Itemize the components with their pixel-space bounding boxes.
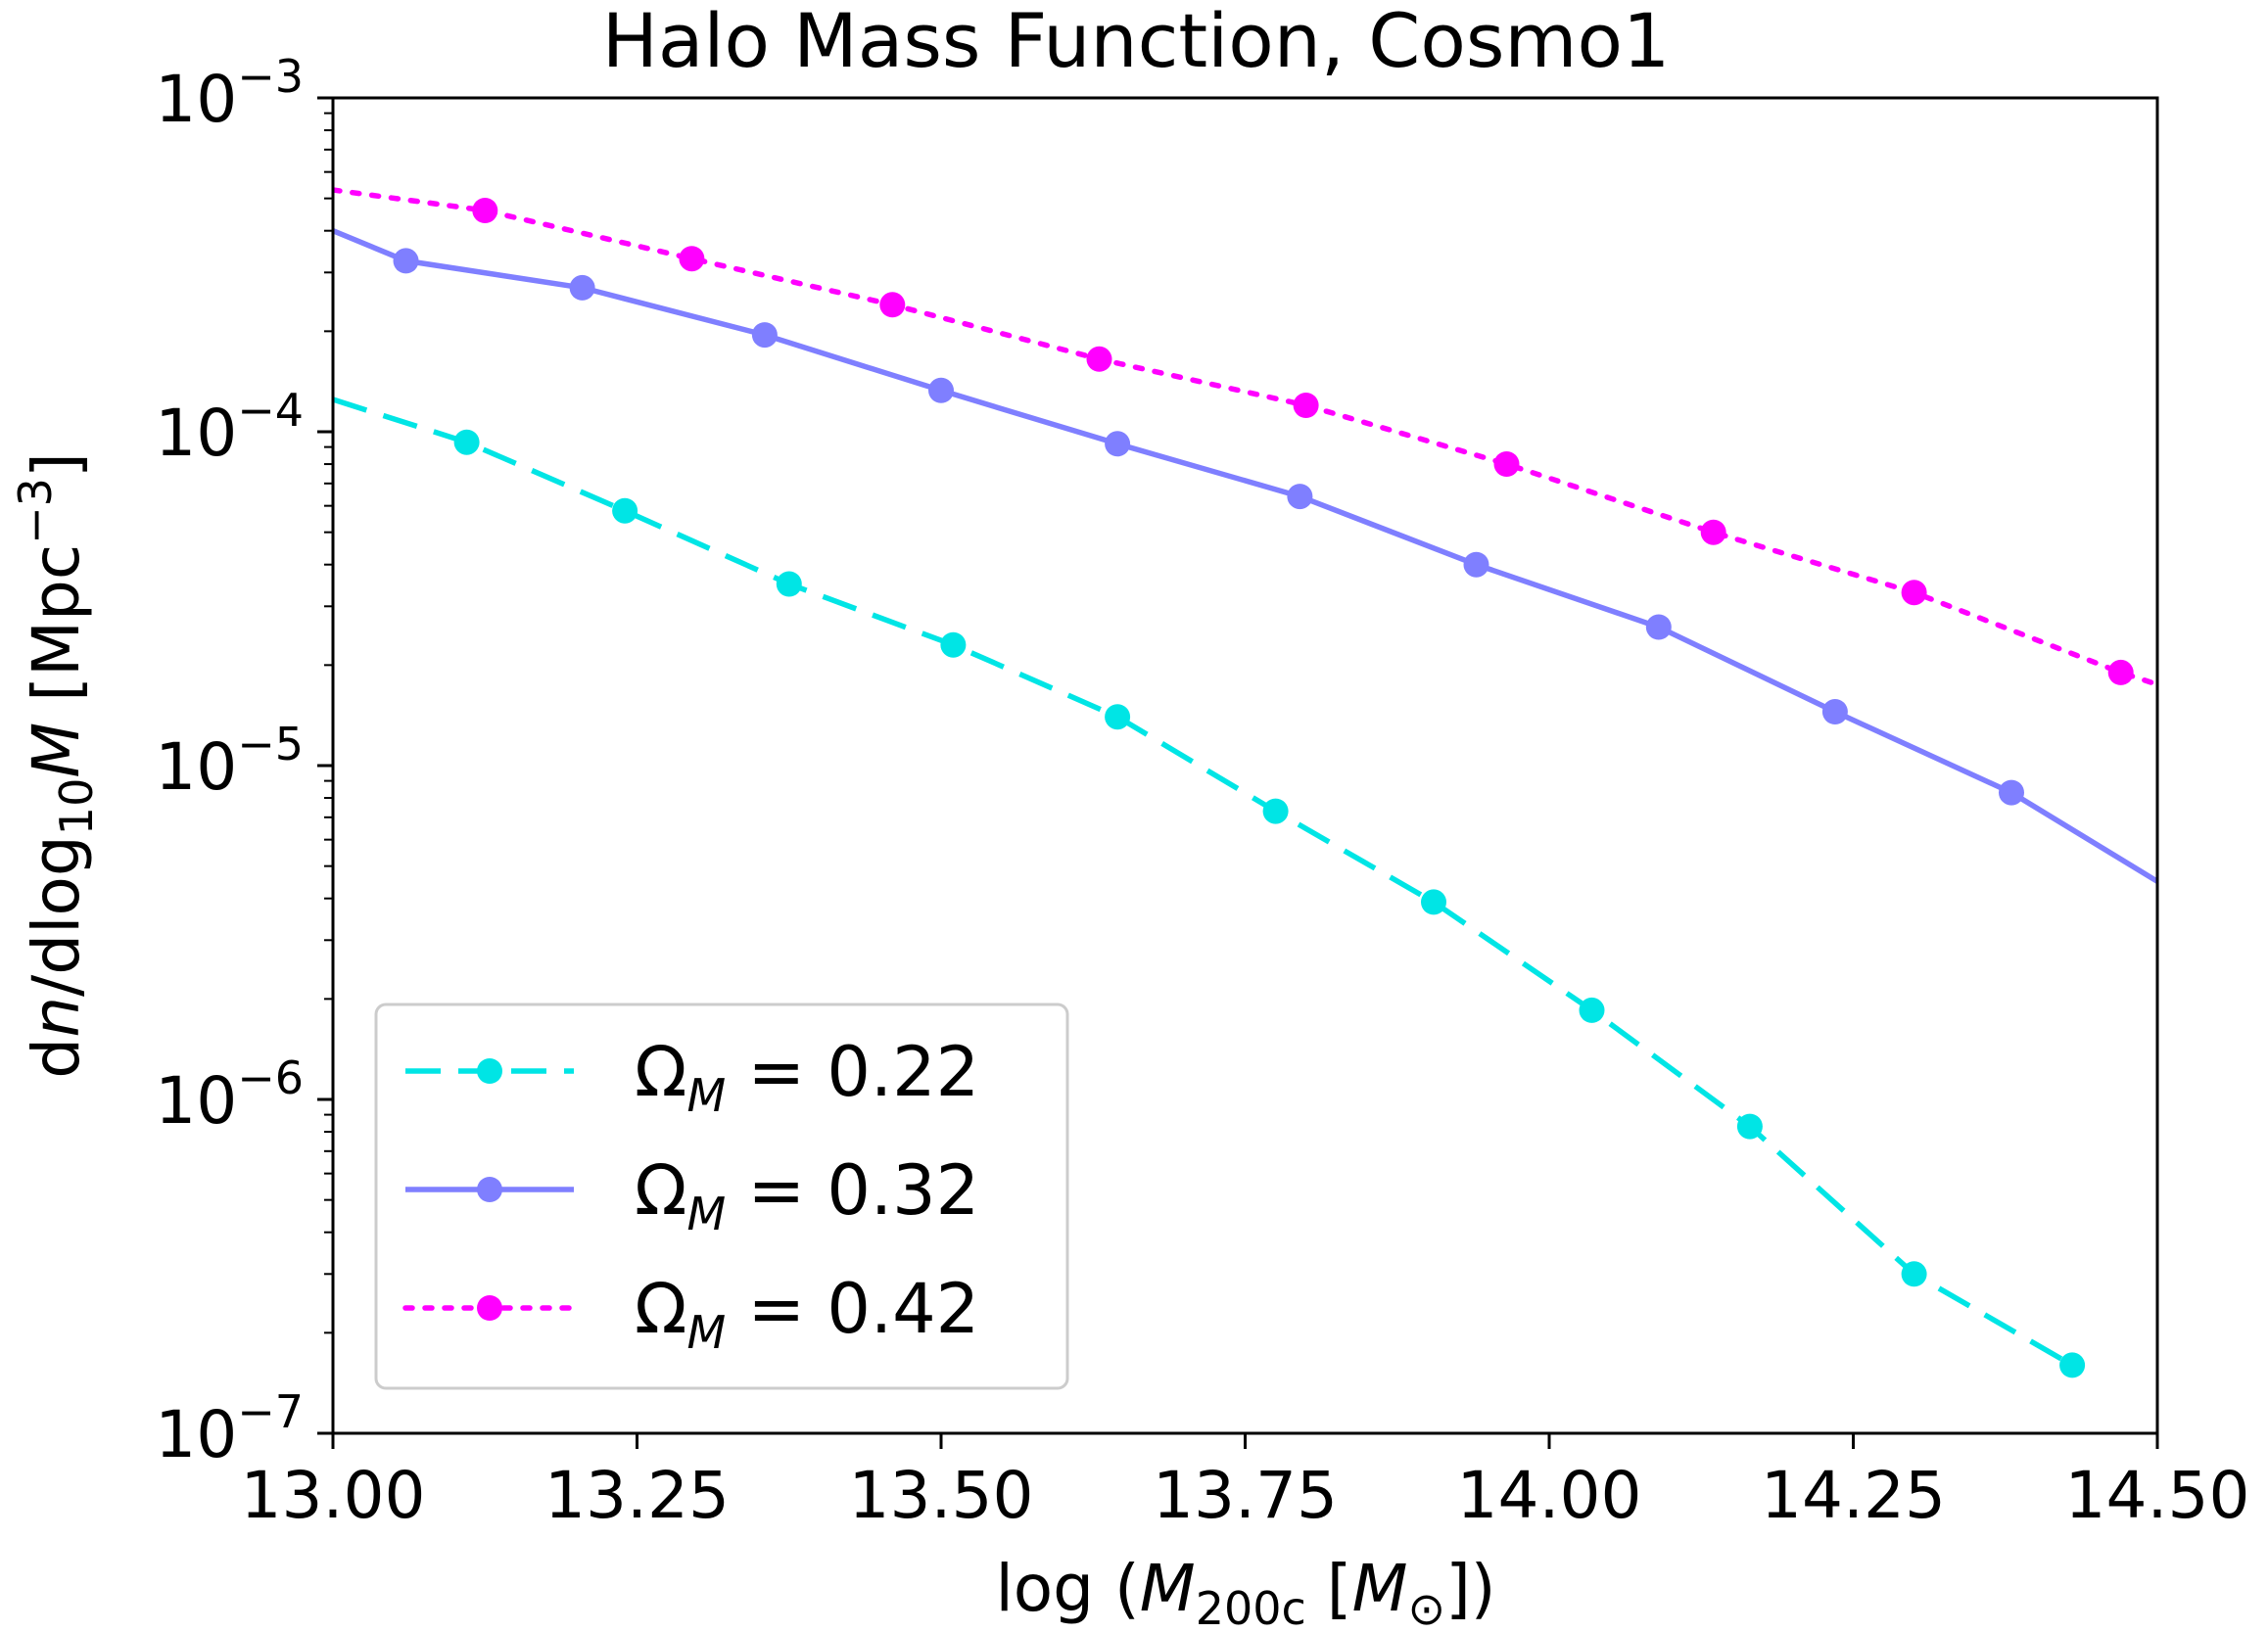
legend-marker-swatch xyxy=(477,1295,502,1321)
series-2 xyxy=(333,228,2157,884)
data-point xyxy=(1105,431,1131,457)
data-point xyxy=(1736,1113,1763,1140)
legend-entry-1: ΩM = 0.22 xyxy=(405,1032,979,1122)
x-label-suffix: ]) xyxy=(1445,1551,1496,1626)
data-point xyxy=(1463,551,1489,578)
x-tick-label: 13.00 xyxy=(241,1458,426,1533)
y-tick-label: 10−7 xyxy=(155,1385,304,1472)
data-point xyxy=(1901,1261,1927,1287)
data-point xyxy=(940,631,967,658)
y-axis-label: dn/dlog10M [Mpc−3] xyxy=(9,452,103,1078)
legend: ΩM = 0.22 ΩM = 0.32 ΩM = 0.42 xyxy=(374,1003,1069,1390)
data-point xyxy=(569,274,595,301)
data-point xyxy=(1999,779,2024,806)
legend-box xyxy=(374,1003,1069,1390)
data-point xyxy=(1700,519,1726,545)
data-point xyxy=(928,377,954,403)
legend-entry-3: ΩM = 0.42 xyxy=(402,1269,979,1359)
x-axis-ticks: 13.00 13.25 13.50 13.75 14.00 14.25 14.50 xyxy=(241,1433,2250,1533)
x-label-unit: M xyxy=(1352,1551,1408,1626)
y-label-M: M xyxy=(19,723,94,778)
x-label-var: M xyxy=(1140,1551,1196,1626)
data-point xyxy=(1105,704,1131,730)
data-point xyxy=(776,571,802,597)
y-label-d: d xyxy=(19,1038,94,1079)
x-tick-label: 13.75 xyxy=(1153,1458,1338,1533)
data-point xyxy=(612,497,638,524)
data-point xyxy=(1262,798,1289,824)
y-axis-ticks: 10−3 10−4 10−5 10−6 10−7 xyxy=(155,50,333,1472)
x-tick-label: 13.25 xyxy=(544,1458,730,1533)
y-tick-label: 10−6 xyxy=(155,1051,304,1139)
data-point xyxy=(1293,393,1319,418)
legend-marker-swatch xyxy=(477,1058,502,1084)
legend-label: ΩM = 0.42 xyxy=(635,1269,979,1359)
legend-entry-2: ΩM = 0.32 xyxy=(405,1150,979,1240)
y-label-unit: [Mpc xyxy=(19,544,94,723)
legend-label: ΩM = 0.22 xyxy=(635,1032,979,1122)
legend-marker-swatch xyxy=(477,1177,502,1202)
data-point xyxy=(751,322,778,349)
chart-title: Halo Mass Function, Cosmo1 xyxy=(602,0,1671,84)
data-point xyxy=(1821,699,1848,724)
x-tick-label: 13.50 xyxy=(849,1458,1034,1533)
y-label-n: n xyxy=(19,997,94,1038)
y-tick-label: 10−5 xyxy=(155,718,304,805)
data-point xyxy=(1579,997,1605,1023)
y-label-exp: −3 xyxy=(9,478,62,544)
x-label-sub: 200c xyxy=(1196,1582,1306,1633)
y-label-close: ] xyxy=(19,452,94,478)
x-label-unit-sub: ⊙ xyxy=(1408,1582,1446,1633)
y-label-dlog: /dlog xyxy=(19,835,94,997)
data-point xyxy=(679,246,705,272)
series-layer xyxy=(333,187,2157,1378)
x-label-mid: [ xyxy=(1306,1551,1352,1626)
data-point xyxy=(1287,484,1313,510)
data-point xyxy=(453,429,480,455)
y-tick-label: 10−4 xyxy=(155,384,304,471)
series-3 xyxy=(333,187,2157,687)
data-point xyxy=(879,292,906,318)
y-label-sub: 10 xyxy=(50,778,103,836)
series-line xyxy=(333,397,2074,1368)
data-point xyxy=(2059,1352,2086,1378)
data-point xyxy=(1645,614,1672,640)
x-tick-label: 14.50 xyxy=(2065,1458,2250,1533)
x-tick-label: 14.25 xyxy=(1761,1458,1946,1533)
x-axis-label: log (M200c [M⊙]) xyxy=(995,1551,1495,1633)
data-point xyxy=(393,248,419,274)
series-1 xyxy=(333,397,2086,1378)
data-point xyxy=(1901,580,1927,606)
data-point xyxy=(472,198,498,223)
series-line xyxy=(333,228,2157,884)
data-point xyxy=(1086,346,1112,372)
data-point xyxy=(1421,889,1446,915)
legend-label: ΩM = 0.32 xyxy=(635,1150,979,1240)
x-tick-label: 14.00 xyxy=(1457,1458,1642,1533)
data-point xyxy=(2107,659,2134,685)
data-point xyxy=(1493,451,1520,477)
y-tick-label: 10−3 xyxy=(155,50,304,137)
x-label-prefix: log ( xyxy=(995,1551,1139,1626)
